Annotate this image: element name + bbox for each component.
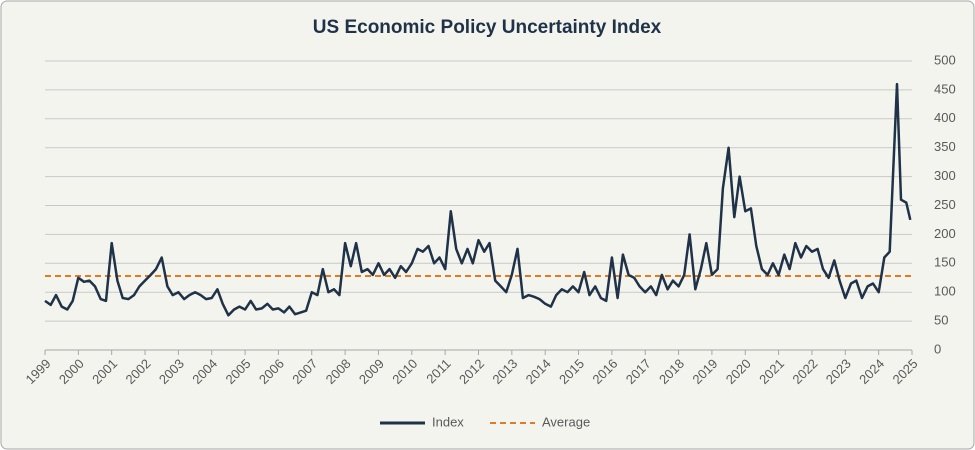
y-tick-label: 500: [934, 52, 956, 67]
y-tick-label: 50: [934, 313, 948, 328]
chart-title: US Economic Policy Uncertainty Index: [313, 17, 662, 38]
legend-label: Index: [432, 414, 464, 429]
index-line: [44, 82, 912, 317]
y-tick-label: 450: [934, 81, 956, 96]
y-tick-label: 150: [934, 255, 956, 270]
y-tick-label: 200: [934, 226, 956, 241]
legend-label: Average: [542, 414, 590, 429]
y-tick-label: 300: [934, 168, 956, 183]
y-tick-label: 100: [934, 284, 956, 299]
y-tick-label: 350: [934, 139, 956, 154]
y-tick-label: 400: [934, 110, 956, 125]
y-tick-label: 250: [934, 197, 956, 212]
y-tick-label: 0: [934, 341, 941, 356]
